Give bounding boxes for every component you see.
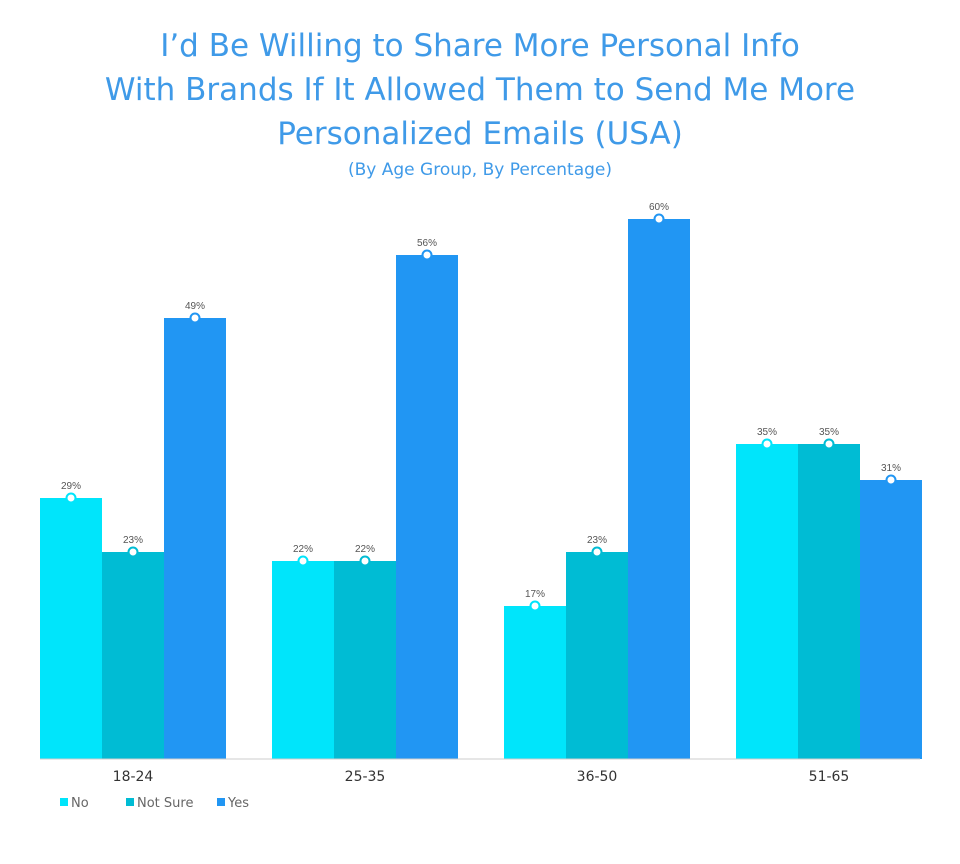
- chart-title-line-1: I’d Be Willing to Share More Personal In…: [160, 28, 800, 64]
- chart-title-line-2: With Brands If It Allowed Them to Send M…: [104, 72, 856, 108]
- data-label-36-50-no: 17%: [525, 589, 545, 600]
- bar-18-24-yes: [164, 318, 226, 759]
- data-label-51-65-no: 35%: [757, 427, 777, 438]
- bar-18-24-not-sure: [102, 552, 164, 759]
- bar-18-24-no: [40, 498, 102, 759]
- bar-marker-25-35-not-sure: [359, 555, 371, 567]
- data-label-18-24-yes: 49%: [185, 301, 205, 312]
- bar-marker-18-24-not-sure: [127, 546, 139, 558]
- chart-subtitle: (By Age Group, By Percentage): [348, 160, 612, 180]
- bar-36-50-no: [504, 606, 566, 759]
- bar-25-35-not-sure: [334, 561, 396, 759]
- data-label-36-50-yes: 60%: [649, 202, 669, 213]
- legend-label-no: No: [71, 796, 89, 811]
- data-label-36-50-not-sure: 23%: [587, 535, 607, 546]
- data-label-51-65-yes: 31%: [881, 463, 901, 474]
- bars-layer: [40, 219, 922, 759]
- data-label-25-35-no: 22%: [293, 544, 313, 555]
- bar-marker-25-35-no: [297, 555, 309, 567]
- data-label-18-24-not-sure: 23%: [123, 535, 143, 546]
- category-labels: 18-24 25-35 36-50 51-65: [113, 769, 850, 785]
- data-label-51-65-not-sure: 35%: [819, 427, 839, 438]
- category-label-51-65: 51-65: [809, 769, 850, 785]
- bar-marker-36-50-yes: [653, 213, 665, 225]
- legend-label-not-sure: Not Sure: [137, 796, 193, 811]
- labels-layer: 29% 23% 49% 22% 22% 56% 17% 23% 60% 35% 35% 31%: [61, 202, 901, 612]
- bar-36-50-not-sure: [566, 552, 628, 759]
- category-label-36-50: 36-50: [577, 769, 618, 785]
- bar-51-65-yes: [860, 480, 922, 759]
- chart-title-line-3: Personalized Emails (USA): [277, 116, 683, 152]
- legend-swatch-no: [60, 798, 68, 806]
- category-label-18-24: 18-24: [113, 769, 154, 785]
- category-label-25-35: 25-35: [345, 769, 386, 785]
- bar-marker-51-65-not-sure: [823, 438, 835, 450]
- bar-marker-18-24-yes: [189, 312, 201, 324]
- legend-swatch-yes: [217, 798, 225, 806]
- bar-marker-18-24-no: [65, 492, 77, 504]
- legend-label-yes: Yes: [227, 796, 249, 811]
- bar-51-65-not-sure: [798, 444, 860, 759]
- data-label-18-24-no: 29%: [61, 481, 81, 492]
- data-label-25-35-not-sure: 22%: [355, 544, 375, 555]
- bar-marker-25-35-yes: [421, 249, 433, 261]
- bar-marker-36-50-no: [529, 600, 541, 612]
- legend: No Not Sure Yes: [60, 796, 249, 811]
- bar-25-35-no: [272, 561, 334, 759]
- bar-25-35-yes: [396, 255, 458, 759]
- bar-51-65-no: [736, 444, 798, 759]
- legend-swatch-not-sure: [126, 798, 134, 806]
- bar-marker-51-65-yes: [885, 474, 897, 486]
- bar-marker-51-65-no: [761, 438, 773, 450]
- bar-36-50-yes: [628, 219, 690, 759]
- data-label-25-35-yes: 56%: [417, 238, 437, 249]
- bar-marker-36-50-not-sure: [591, 546, 603, 558]
